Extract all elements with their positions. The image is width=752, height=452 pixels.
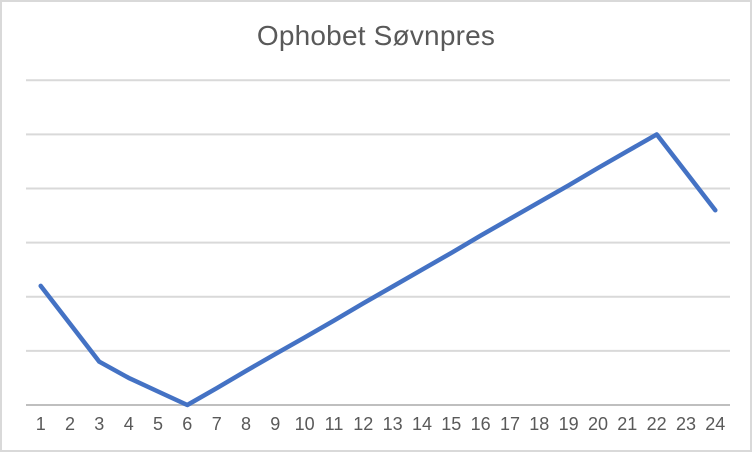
x-tick-label: 8 bbox=[241, 414, 251, 434]
x-tick-label: 17 bbox=[500, 414, 520, 434]
x-tick-label: 2 bbox=[65, 414, 75, 434]
x-tick-label: 4 bbox=[124, 414, 134, 434]
x-tick-label: 11 bbox=[325, 414, 344, 434]
chart-title: Ophobet Søvnpres bbox=[256, 20, 496, 51]
x-tick-label: 24 bbox=[705, 414, 725, 434]
x-tick-label: 19 bbox=[559, 414, 579, 434]
x-tick-label: 12 bbox=[353, 414, 373, 434]
x-tick-label: 23 bbox=[676, 414, 696, 434]
x-tick-label: 5 bbox=[153, 414, 163, 434]
x-tick-label: 20 bbox=[588, 414, 608, 434]
x-tick-label: 15 bbox=[441, 414, 461, 434]
series-line bbox=[38, 132, 718, 408]
x-tick-label: 10 bbox=[295, 414, 315, 434]
x-tick-label: 7 bbox=[212, 414, 222, 434]
x-tick-label: 13 bbox=[383, 414, 403, 434]
x-tick-label: 14 bbox=[412, 414, 432, 434]
x-tick-label: 18 bbox=[529, 414, 549, 434]
x-tick-label: 6 bbox=[182, 414, 192, 434]
x-tick-label: 9 bbox=[270, 414, 280, 434]
x-tick-label: 3 bbox=[94, 414, 104, 434]
x-tick-label: 16 bbox=[471, 414, 491, 434]
x-tick-label: 21 bbox=[617, 414, 637, 434]
x-tick-label: 1 bbox=[36, 414, 46, 434]
x-tick-label: 22 bbox=[647, 414, 667, 434]
